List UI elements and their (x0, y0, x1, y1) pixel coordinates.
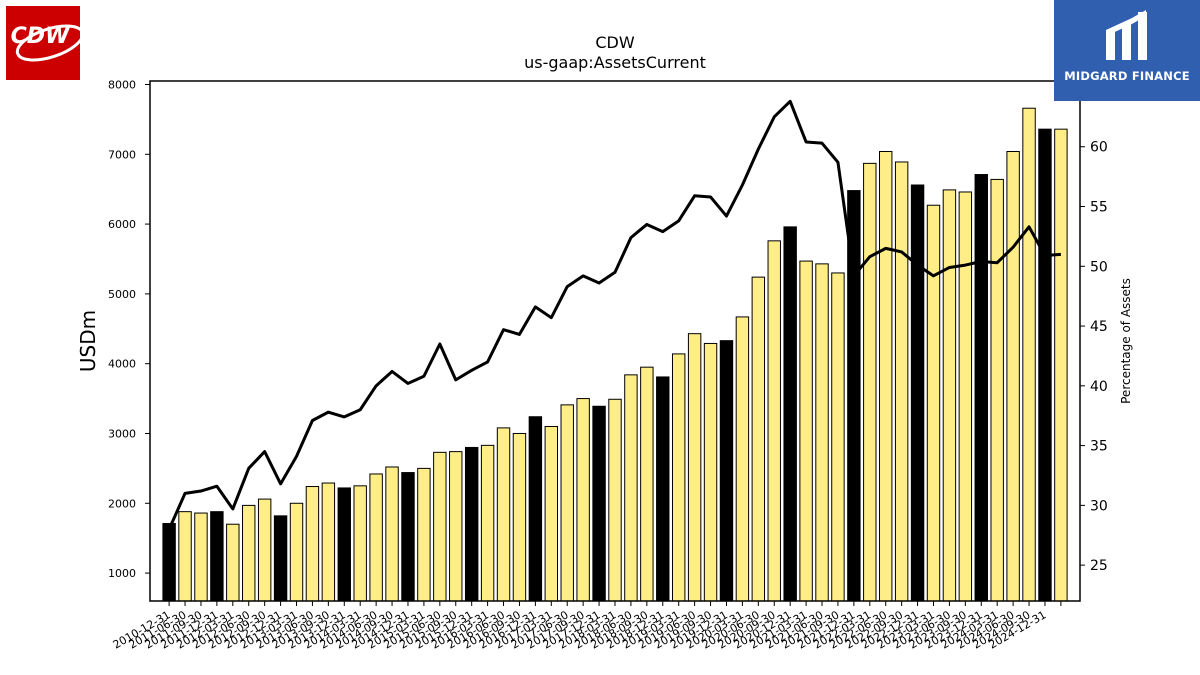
bar-group (162, 107, 1068, 602)
bar (910, 184, 925, 602)
bar (449, 451, 463, 602)
chart-title: CDW (595, 33, 634, 52)
bar (226, 523, 240, 602)
y2-axis-label: Percentage of Assets (1119, 278, 1133, 404)
bar (369, 473, 383, 602)
bar (560, 404, 574, 602)
bar (974, 174, 988, 602)
cdw-logo-text: CDW (11, 24, 71, 49)
bar (656, 376, 670, 602)
bar (1038, 128, 1052, 602)
bar (353, 485, 367, 602)
bar (751, 276, 766, 602)
y-tick-label: 7000 (108, 148, 136, 161)
bar (576, 398, 590, 602)
y2-tick-label: 35 (1090, 439, 1108, 455)
bar (608, 398, 622, 602)
bar (687, 333, 702, 602)
bar (783, 226, 797, 602)
midgard-logo-text: MIDGARD FINANCE (1064, 69, 1190, 83)
bar (815, 263, 829, 602)
bar (592, 405, 606, 602)
bar (544, 426, 559, 602)
bar (942, 189, 957, 602)
y-tick-label: 8000 (108, 78, 136, 91)
bar (401, 472, 415, 602)
percentage-line (167, 99, 1062, 530)
bar (496, 427, 511, 602)
cdw-logo-icon: CDW (11, 24, 85, 62)
bar (879, 151, 893, 602)
y-tick-label: 1000 (108, 567, 136, 580)
bar (703, 342, 718, 602)
bar (337, 487, 351, 602)
bar (624, 374, 638, 602)
bar (464, 446, 479, 602)
bar (194, 512, 208, 602)
y2-tick-label: 55 (1090, 200, 1108, 216)
bar (863, 162, 877, 602)
y-axis-left: 1000 2000 3000 4000 5000 6000 7000 8000 (108, 78, 150, 580)
bar (735, 316, 750, 602)
line-group (167, 99, 1062, 530)
bar (305, 486, 320, 602)
bar (417, 467, 431, 602)
bar (273, 515, 288, 602)
bar (162, 523, 176, 602)
cdw-logo: CDW (6, 6, 85, 80)
bar (671, 353, 686, 602)
midgard-finance-logo: MIDGARD FINANCE (1054, 0, 1200, 101)
bar (894, 161, 909, 602)
bar (321, 482, 336, 602)
bar (990, 178, 1004, 602)
bar (1054, 128, 1068, 602)
bar (831, 272, 845, 602)
bar (799, 260, 813, 602)
bar (257, 498, 272, 602)
y2-tick-label: 60 (1090, 140, 1108, 156)
midgard-logo-icon (1106, 10, 1147, 60)
bar (1022, 107, 1036, 602)
bar (926, 204, 941, 602)
y-tick-label: 5000 (108, 288, 136, 301)
bar (512, 432, 527, 602)
bar (178, 511, 192, 602)
bar (210, 511, 224, 602)
chart-subtitle: us-gaap:AssetsCurrent (524, 53, 706, 72)
bar (385, 466, 399, 602)
bar (289, 502, 304, 602)
bar (1006, 151, 1020, 602)
y-axis-label: USDm (76, 310, 100, 372)
y2-tick-label: 45 (1090, 319, 1108, 335)
bar (528, 416, 543, 602)
bar (958, 191, 973, 602)
y2-tick-label: 25 (1090, 558, 1108, 574)
y2-tick-label: 50 (1090, 259, 1108, 275)
y-tick-label: 3000 (108, 427, 136, 440)
bar (433, 451, 447, 602)
bar (767, 240, 781, 602)
y-tick-label: 4000 (108, 358, 136, 371)
bar (640, 366, 654, 602)
y-axis-right: 25 30 35 40 45 50 55 60 (1080, 140, 1108, 574)
y-tick-label: 2000 (108, 497, 136, 510)
x-axis: 2010-12-312011-06-302011-09-302011-12-31… (111, 601, 1062, 652)
bar (242, 504, 256, 602)
y2-tick-label: 30 (1090, 498, 1108, 514)
y-tick-label: 6000 (108, 218, 136, 231)
bar (719, 340, 734, 602)
bar (480, 444, 495, 602)
y2-tick-label: 40 (1090, 379, 1108, 395)
